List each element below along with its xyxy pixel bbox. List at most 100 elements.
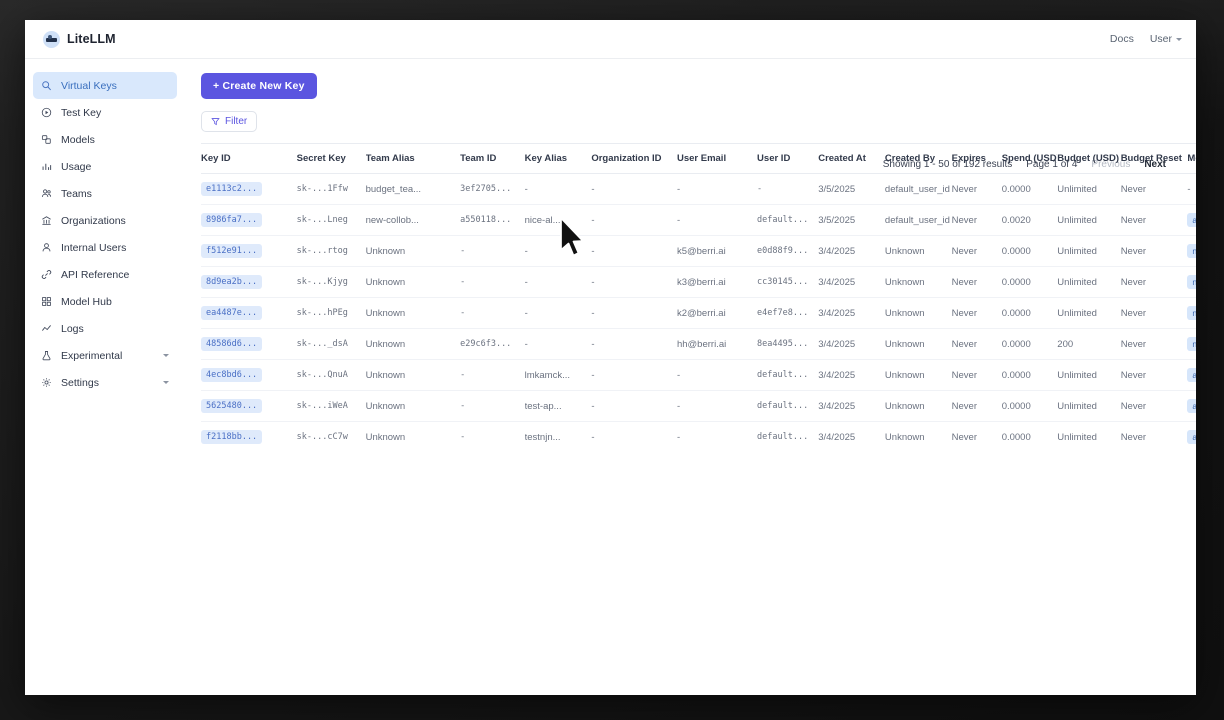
sidebar-item-logs[interactable]: Logs: [33, 315, 177, 342]
sidebar-item-model-hub[interactable]: Model Hub: [33, 288, 177, 315]
cell-team-id: -: [460, 421, 525, 445]
cell-spend: 0.0000: [1001, 421, 1058, 445]
sidebar-item-test-key[interactable]: Test Key: [33, 99, 177, 126]
column-header[interactable]: Budget Reset: [1120, 144, 1188, 174]
table-row[interactable]: 4ec8bd6... sk-...QnuA Unknown - lmkamck... - -…: [201, 359, 1196, 391]
cell-created-by: Unknown: [884, 359, 952, 391]
table-row[interactable]: 48586d6... sk-..._dsA Unknown e29c6f3... - - h…: [201, 328, 1196, 360]
cell-created-at: 3/4/2025: [818, 235, 885, 267]
column-header[interactable]: User ID: [757, 144, 819, 174]
cell-org-id: -: [591, 359, 677, 391]
search-icon: [41, 80, 52, 91]
models-badge: all-team-m: [1187, 213, 1196, 227]
column-header[interactable]: Budget (USD): [1057, 144, 1121, 174]
column-header[interactable]: Expires: [951, 144, 1002, 174]
column-header[interactable]: Team Alias: [365, 144, 461, 174]
bar-chart-icon: [41, 161, 52, 172]
cell-key-alias: test-ap...: [524, 390, 592, 422]
sidebar-item-internal-users[interactable]: Internal Users: [33, 234, 177, 261]
cell-spend: 0.0000: [1001, 328, 1058, 360]
column-header[interactable]: Team ID: [460, 144, 525, 174]
cell-secret-key: sk-...iWeA: [296, 390, 366, 422]
cell-user-email: k5@berri.ai: [676, 235, 758, 267]
cell-org-id: -: [591, 328, 677, 360]
models-badge: all-team-m: [1187, 399, 1196, 413]
cell-key-id: ea4487e...: [201, 297, 297, 329]
user-icon: [41, 242, 52, 253]
table-row[interactable]: f512e91... sk-...rtog Unknown - - - k5@berri.a…: [201, 235, 1196, 267]
column-header[interactable]: Organization ID: [591, 144, 677, 174]
key-id-link[interactable]: f2118bb...: [201, 430, 263, 444]
cell-secret-key: sk-...1Ffw: [296, 173, 366, 205]
gear-icon: [41, 377, 52, 388]
sidebar-item-api-reference[interactable]: API Reference: [33, 261, 177, 288]
table-row[interactable]: 5625480... sk-...iWeA Unknown - test-ap... - -…: [201, 390, 1196, 422]
flask-icon: [41, 350, 52, 361]
cell-user-id: e0d88f9...: [757, 235, 819, 267]
models-badge: all-team-m: [1187, 430, 1196, 444]
cell-spend: 0.0000: [1001, 359, 1058, 391]
sidebar-item-label: Teams: [61, 187, 92, 200]
cell-created-by: default_user_id: [884, 204, 952, 236]
key-id-link[interactable]: e1113c2...: [201, 182, 263, 196]
cell-team-alias: new-collob...: [365, 204, 461, 236]
column-header[interactable]: Key ID: [201, 144, 297, 174]
table-row[interactable]: 8d9ea2b... sk-...Kjyg Unknown - - - k3@berri.a…: [201, 266, 1196, 298]
table-row[interactable]: 8986fa7... sk-...Lneg new-collob... a550118…: [201, 204, 1196, 236]
sidebar-item-settings[interactable]: Settings: [33, 369, 177, 396]
key-id-link[interactable]: f512e91...: [201, 244, 263, 258]
cell-org-id: -: [591, 204, 677, 236]
cell-key-id: f2118bb...: [201, 421, 297, 445]
cell-models: all-team-m: [1187, 390, 1196, 422]
sidebar-item-label: Organizations: [61, 214, 126, 227]
table-row[interactable]: f2118bb... sk-...cC7w Unknown - testnjn... - -…: [201, 421, 1196, 445]
column-header[interactable]: Created By: [884, 144, 952, 174]
sidebar-item-experimental[interactable]: Experimental: [33, 342, 177, 369]
sidebar-item-label: API Reference: [61, 268, 130, 281]
sidebar-item-label: Experimental: [61, 349, 123, 362]
cell-budget-reset: Never: [1120, 421, 1188, 445]
keys-table-container[interactable]: Key ID Secret Key Team Alias Team ID Key Ali…: [201, 143, 1196, 445]
table-head: Key ID Secret Key Team Alias Team ID Key Ali…: [201, 144, 1196, 174]
cell-team-id: a550118...: [460, 204, 525, 236]
cell-budget: 200: [1057, 328, 1121, 360]
sidebar-item-organizations[interactable]: Organizations: [33, 207, 177, 234]
column-header[interactable]: Spend (USD): [1001, 144, 1058, 174]
sidebar-item-usage[interactable]: Usage: [33, 153, 177, 180]
table-row[interactable]: ea4487e... sk-...hPEg Unknown - - - k2@berri.a…: [201, 297, 1196, 329]
brand[interactable]: LiteLLM: [43, 30, 116, 48]
cell-spend: 0.0000: [1001, 173, 1058, 205]
key-id-link[interactable]: 48586d6...: [201, 337, 263, 351]
column-header[interactable]: Models: [1187, 144, 1196, 174]
user-menu[interactable]: User: [1150, 33, 1182, 45]
cell-user-email: -: [676, 359, 758, 391]
models-badge: all-team-m: [1187, 368, 1196, 382]
column-header[interactable]: Created At: [818, 144, 885, 174]
cell-org-id: -: [591, 173, 677, 205]
users-icon: [41, 188, 52, 199]
cell-budget: Unlimited: [1057, 359, 1121, 391]
column-header[interactable]: User Email: [676, 144, 758, 174]
sidebar-item-teams[interactable]: Teams: [33, 180, 177, 207]
column-header[interactable]: Secret Key: [296, 144, 366, 174]
sidebar-item-models[interactable]: Models: [33, 126, 177, 153]
cell-user-id: e4ef7e8...: [757, 297, 819, 329]
sidebar-item-virtual-keys[interactable]: Virtual Keys: [33, 72, 177, 99]
key-id-link[interactable]: ea4487e...: [201, 306, 263, 320]
key-id-link[interactable]: 8986fa7...: [201, 213, 263, 227]
key-id-link[interactable]: 4ec8bd6...: [201, 368, 263, 382]
table-row[interactable]: e1113c2... sk-...1Ffw budget_tea... 3ef2705…: [201, 173, 1196, 205]
grid-icon: [41, 296, 52, 307]
filter-button[interactable]: Filter: [201, 111, 258, 132]
cell-created-by: Unknown: [884, 390, 952, 422]
key-id-link[interactable]: 5625480...: [201, 399, 263, 413]
cell-created-by: Unknown: [884, 421, 952, 445]
key-id-link[interactable]: 8d9ea2b...: [201, 275, 263, 289]
cell-user-id: cc30145...: [757, 266, 819, 298]
cell-team-alias: Unknown: [365, 421, 461, 445]
top-bar: LiteLLM Docs User: [25, 20, 1196, 59]
column-header[interactable]: Key Alias: [524, 144, 592, 174]
chevron-down-icon: [1176, 37, 1182, 41]
docs-link[interactable]: Docs: [1109, 33, 1134, 45]
create-new-key-button[interactable]: + Create New Key: [201, 73, 317, 99]
